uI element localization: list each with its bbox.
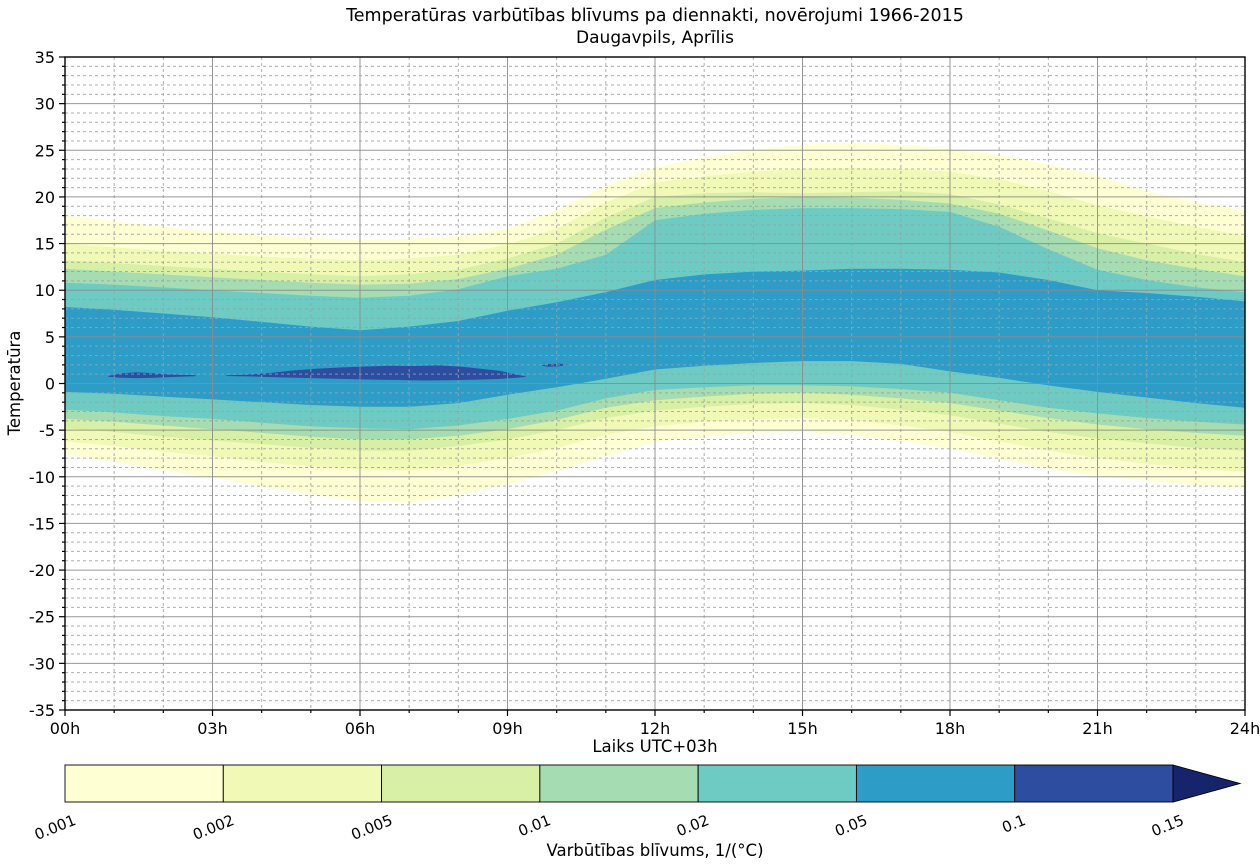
y-tick-label: 35 [35, 48, 55, 67]
grid-lines [64, 57, 1246, 710]
x-tick-label: 06h [345, 719, 376, 738]
high-density-lens-10h [540, 363, 568, 367]
plot-frame [64, 56, 1246, 711]
x-tick-label: 00h [50, 719, 81, 738]
y-tick-label: -5 [39, 421, 55, 440]
chart-title: Temperatūras varbūtības blīvums pa dienn… [345, 6, 964, 26]
colorbar-tick-label: 0.1 [999, 811, 1028, 837]
y-tick-label: 20 [35, 188, 55, 207]
colorbar-tick-label: 0.001 [32, 811, 79, 844]
colorbar-segment-0.002 [222, 764, 383, 803]
colorbar-tick-label: 0.01 [516, 811, 554, 840]
x-axis-label: Laiks UTC+03h [592, 737, 717, 756]
y-tick-label: 30 [35, 95, 55, 114]
x-tick-label: 12h [640, 719, 671, 738]
colorbar-arrow [1172, 764, 1242, 803]
y-axis-label: Temperatūra [5, 331, 24, 437]
x-tick-label: 15h [787, 719, 818, 738]
y-tick-label: -15 [29, 514, 55, 533]
colorbar-label: Varbūtības blīvums, 1/(°C) [546, 841, 763, 860]
colorbar-segment-0.05 [855, 764, 1016, 803]
y-tick-label: 10 [35, 281, 55, 300]
colorbar-tick-label: 0.15 [1149, 811, 1187, 840]
colorbar-tick-label: 0.005 [349, 811, 396, 844]
y-tick-label: 0 [45, 375, 55, 394]
y-tick-label: 5 [45, 328, 55, 347]
y-tick-label: 15 [35, 235, 55, 254]
y-tick-label: -35 [29, 701, 55, 720]
x-tick-label: 03h [197, 719, 228, 738]
colorbar: 0.001 0.002 0.005 0.01 0.02 0.05 0.1 0.15 [32, 764, 1242, 844]
y-tick-label: -20 [29, 561, 55, 580]
colorbar-segment-0.001 [64, 764, 224, 803]
high-density-main-blob-03h-09h [226, 365, 528, 381]
y-tick-label: -10 [29, 468, 55, 487]
x-tick-label: 09h [492, 719, 523, 738]
y-tick-label: 25 [35, 141, 55, 160]
x-tick-label: 21h [1082, 719, 1113, 738]
colorbar-segment-0.01 [539, 764, 699, 803]
colorbar-tick-label: 0.002 [190, 811, 237, 844]
colorbar-segment-0.005 [381, 764, 541, 803]
colorbar-segment-0.02 [697, 764, 857, 803]
y-tick-label: -25 [29, 608, 55, 627]
colorbar-tick-label: 0.02 [674, 811, 712, 840]
axes-frame [59, 56, 1246, 716]
colorbar-segment-0.1 [1014, 764, 1174, 803]
high-density-lens-01h-03h [108, 372, 196, 379]
colorbar-tick-label: 0.05 [832, 811, 870, 840]
x-tick-label: 18h [935, 719, 966, 738]
chart-subtitle: Daugavpils, Aprīlis [576, 28, 734, 48]
x-tick-label: 24h [1230, 719, 1260, 738]
y-tick-label: -30 [29, 654, 55, 673]
